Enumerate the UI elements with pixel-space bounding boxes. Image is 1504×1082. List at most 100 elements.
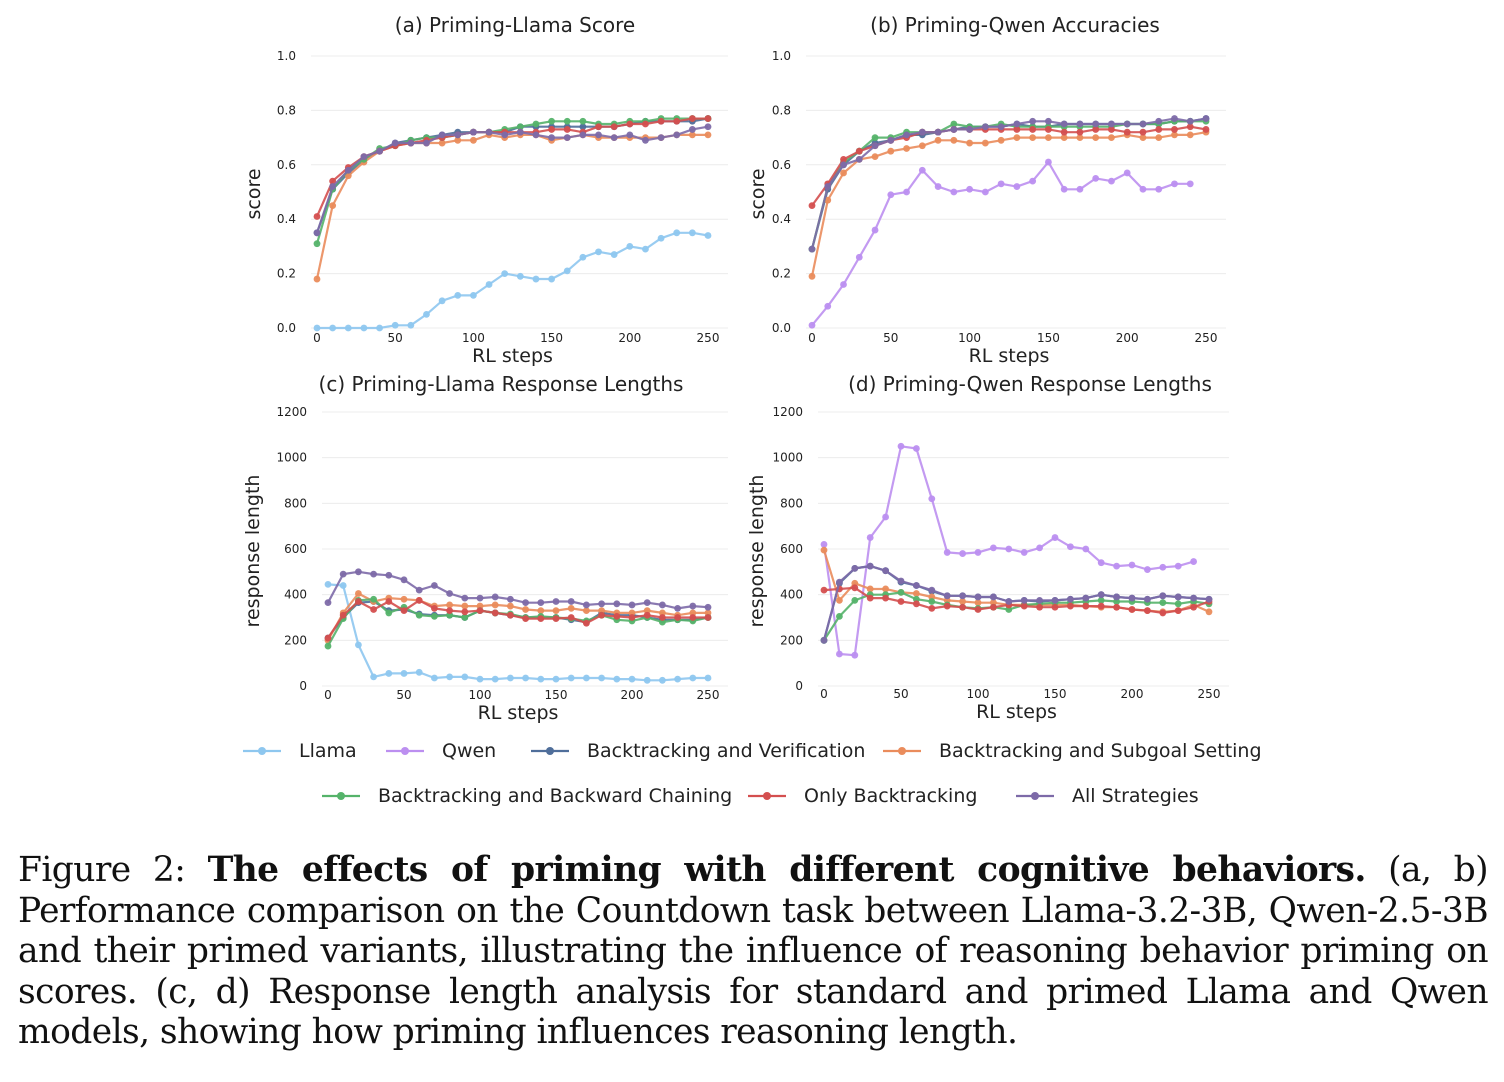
data-point — [537, 615, 545, 623]
data-point — [598, 600, 605, 608]
data-point — [376, 324, 383, 332]
data-point — [1155, 185, 1163, 193]
data-point — [840, 281, 847, 288]
data-point — [1076, 134, 1084, 142]
data-point — [1045, 117, 1052, 125]
x-axis-label: RL steps — [976, 701, 1057, 723]
data-point — [855, 147, 863, 155]
data-point — [1020, 596, 1028, 604]
data-point — [1092, 126, 1100, 133]
data-point — [1076, 185, 1084, 193]
legend: Llama Qwen Backtracking and Verification Ba… — [243, 740, 1262, 807]
data-point — [1171, 131, 1178, 139]
data-point — [1060, 128, 1068, 136]
data-point — [1051, 603, 1059, 611]
data-point — [507, 602, 514, 610]
data-point — [1113, 603, 1120, 611]
data-point — [1076, 128, 1084, 136]
data-point — [642, 120, 649, 128]
legend-label: Llama — [299, 740, 357, 762]
data-point — [659, 601, 666, 609]
data-point — [689, 614, 697, 621]
data-point — [1186, 123, 1194, 131]
data-point — [1097, 602, 1105, 610]
data-point — [1205, 595, 1213, 603]
data-point — [643, 611, 651, 619]
data-point — [1108, 134, 1115, 142]
data-point — [903, 188, 910, 196]
data-point — [1186, 180, 1194, 188]
data-point — [628, 601, 636, 609]
data-point — [808, 202, 816, 210]
series-only-backtracking — [313, 115, 712, 220]
legend-marker — [898, 747, 906, 755]
data-point — [583, 601, 590, 609]
series-llama — [313, 229, 712, 332]
data-point — [1174, 593, 1182, 601]
data-point — [423, 139, 430, 147]
data-point — [360, 153, 368, 161]
y-tick-label: 0.0 — [277, 321, 296, 335]
data-point — [1092, 120, 1100, 128]
data-point — [689, 674, 697, 682]
y-tick-label: 0.8 — [772, 103, 791, 117]
data-point — [913, 445, 920, 452]
series-llama — [324, 580, 712, 684]
data-point — [598, 611, 605, 619]
data-point — [840, 169, 847, 177]
data-point — [552, 607, 560, 615]
data-point — [391, 139, 399, 147]
data-point — [657, 134, 665, 142]
data-point — [415, 586, 423, 594]
y-tick-label: 1.0 — [772, 49, 791, 63]
chart-title: (c) Priming-Llama Response Lengths — [319, 372, 684, 396]
data-point — [866, 562, 874, 570]
x-tick-label: 0 — [313, 331, 321, 345]
data-point — [595, 248, 602, 256]
data-point — [1097, 596, 1105, 604]
data-point — [1045, 134, 1052, 142]
data-point — [918, 128, 926, 136]
data-point — [688, 131, 696, 139]
data-point — [1128, 594, 1136, 602]
data-point — [1123, 120, 1131, 128]
legend-marker — [1031, 792, 1039, 800]
data-point — [657, 234, 665, 242]
data-point — [943, 602, 951, 610]
data-point — [613, 600, 621, 608]
data-point — [355, 598, 362, 605]
data-point — [329, 202, 337, 210]
data-point — [855, 155, 863, 163]
data-point — [491, 675, 499, 683]
figure-canvas: 0.0 0.2 0.4 0.6 0.8 1.0 0 50 100 150 200 250 (a) Pri… — [242, 13, 1262, 807]
data-point — [431, 604, 438, 612]
series-line — [315, 125, 709, 234]
legend-label: Backtracking and Backward Chaining — [378, 785, 732, 807]
data-point — [431, 674, 438, 682]
data-point — [966, 185, 973, 193]
y-tick-label: 0.4 — [772, 212, 791, 226]
chart-title: (b) Priming-Qwen Accuracies — [870, 13, 1160, 37]
data-point — [522, 606, 529, 613]
data-point — [344, 324, 352, 332]
y-tick-label: 200 — [780, 633, 803, 647]
chart-panel-1: 0.0 0.2 0.4 0.6 0.8 1.0 0 50 100 150 200 250 (a) Pri… — [243, 13, 728, 367]
data-point — [583, 607, 590, 615]
data-point — [659, 676, 666, 684]
legend-marker — [258, 747, 266, 755]
data-point — [934, 136, 942, 144]
x-tick-label: 150 — [545, 688, 568, 702]
data-point — [470, 291, 477, 299]
y-tick-label: 0.2 — [277, 267, 296, 281]
data-point — [370, 570, 377, 578]
y-tick-label: 800 — [284, 496, 307, 510]
x-tick-label: 100 — [967, 687, 990, 701]
legend-label: Backtracking and Subgoal Setting — [939, 740, 1262, 762]
data-point — [339, 582, 347, 589]
data-point — [491, 609, 499, 617]
data-point — [461, 602, 469, 610]
data-point — [897, 598, 905, 605]
data-point — [446, 601, 453, 609]
caption-text: (a, b) Performance comparison on the Cou… — [18, 850, 1489, 1052]
data-point — [532, 131, 540, 139]
